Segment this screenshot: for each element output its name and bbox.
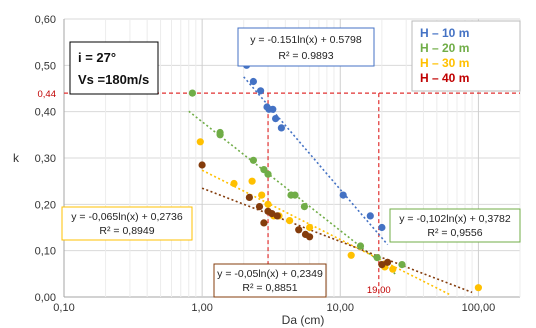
point-series-4 [306,233,314,241]
info-box: i = 27° Vs =180m/s [69,41,159,95]
point-series-1 [339,191,347,199]
y-tick-label: 0,30 [35,153,56,165]
point-series-3 [196,138,204,146]
y-tick-labels: 0,00 0,10 0,20 0,30 0,40 0,50 0,60 [35,14,56,304]
point-series-4 [198,161,206,169]
equation-box-h10: y = -0.151ln(x) + 0.5798 R² = 0.9893 [237,27,375,67]
point-series-3 [230,179,238,188]
point-series-3 [347,251,355,259]
point-series-2 [300,203,308,211]
point-series-2 [216,131,224,139]
point-series-4 [273,212,281,220]
r2-h20: R² = 0,9556 [427,227,482,239]
r2-h30: R² = 0,8949 [99,225,154,237]
point-series-1 [272,115,280,123]
point-series-1 [257,87,265,95]
r2-h10: R² = 0.9893 [278,50,333,62]
ref-label-x: 19,00 [367,285,391,296]
point-series-2 [356,242,365,250]
y-tick-label: 0,60 [35,14,56,26]
info-line-vs: Vs =180m/s [78,72,149,87]
equation-h40: y = -0,05ln(x) + 0,2349 [217,268,323,280]
data-points [188,61,482,292]
point-series-3 [306,223,314,232]
point-series-2 [260,166,268,174]
point-series-3 [264,200,272,208]
point-series-3 [286,217,294,225]
point-series-3 [474,284,482,292]
y-axis-label: k [13,151,20,165]
equation-h20: y = -0,102ln(x) + 0,3782 [399,213,511,225]
equation-box-h40: y = -0,05ln(x) + 0,2349 R² = 0,8851 [213,263,327,298]
point-series-2 [249,156,257,164]
point-series-2 [291,191,299,199]
point-series-1 [378,223,386,232]
ref-label-y: 0,44 [38,89,57,100]
equation-box-h20: y = -0,102ln(x) + 0,3782 R² = 0,9556 [389,208,521,243]
point-series-1 [277,124,285,132]
x-tick-labels: 0,10 1,00 10,00 100,00 [53,302,495,314]
y-tick-label: 0,00 [35,292,56,304]
legend: H – 10 m H – 20 m H – 30 m H – 40 m [411,20,521,92]
legend-entry-h20: H – 20 m [420,41,469,55]
legend-entry-h10: H – 10 m [420,26,469,40]
info-line-slope: i = 27° [78,50,116,65]
point-series-3 [258,191,266,199]
x-tick-label: 10,00 [327,302,355,314]
legend-entry-h40: H – 40 m [420,71,469,85]
point-series-1 [269,105,277,113]
point-series-4 [295,226,303,234]
y-tick-label: 0,10 [35,246,56,258]
point-series-2 [398,261,406,269]
x-tick-label: 1,00 [191,302,212,314]
x-tick-label: 100,00 [462,302,496,314]
point-series-3 [248,177,256,185]
y-tick-label: 0,20 [35,199,56,211]
point-series-1 [249,77,257,86]
point-series-1 [366,212,374,220]
y-tick-label: 0,50 [35,60,56,72]
point-series-2 [188,89,196,97]
equation-box-h30: y = -0,065ln(x) + 0,2736 R² = 0,8949 [61,206,193,241]
x-tick-label: 0,10 [53,302,74,314]
point-series-2 [264,170,272,178]
point-series-2 [373,254,381,262]
equation-h30: y = -0,065ln(x) + 0,2736 [71,211,183,223]
trendline-4 [201,187,473,294]
point-series-4 [378,261,386,269]
point-series-4 [384,258,392,266]
point-series-3 [389,265,397,273]
point-series-4 [260,219,268,227]
equation-h10: y = -0.151ln(x) + 0.5798 [250,34,362,46]
y-tick-label: 0,40 [35,107,56,119]
point-series-4 [245,193,253,201]
legend-entry-h30: H – 30 m [420,56,469,70]
point-series-4 [255,203,264,211]
r2-h40: R² = 0,8851 [242,282,297,294]
x-axis-label: Da (cm) [282,313,325,327]
point-series-4 [268,210,276,218]
trendline-3 [201,169,452,296]
